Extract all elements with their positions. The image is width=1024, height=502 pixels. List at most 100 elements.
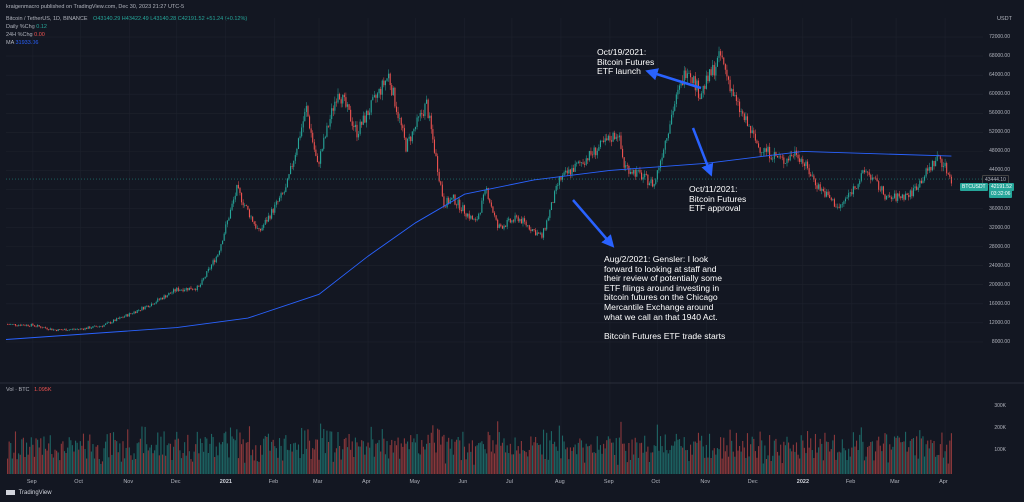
candle-body [109, 322, 111, 324]
volume-bar [912, 438, 915, 474]
candle-body [114, 319, 116, 321]
tradingview-logo[interactable]: TradingView [6, 490, 52, 496]
volume-bar [493, 453, 496, 474]
candle-body [351, 121, 353, 126]
volume-bar [144, 426, 146, 474]
candle-body [296, 148, 298, 156]
candle-body [511, 220, 513, 223]
volume-bar [228, 457, 230, 474]
candle-body [255, 223, 257, 229]
volume-bar [716, 448, 718, 474]
volume-bar [514, 437, 516, 474]
candle-body [614, 132, 616, 140]
volume-bar [554, 441, 556, 474]
volume-legend[interactable]: Vol · BTC 1.095K [6, 387, 52, 393]
volume-bar [29, 446, 31, 474]
volume-bar [569, 447, 571, 474]
volume-bar [37, 439, 39, 474]
volume-bar [859, 434, 861, 474]
candle-body [59, 329, 61, 330]
candle-body [536, 232, 538, 236]
candle-body [8, 324, 10, 325]
volume-bar [528, 449, 530, 474]
volume-bar [726, 445, 728, 474]
volume-bar [479, 442, 481, 474]
publisher-line: kraigenmacro published on TradingView.co… [6, 4, 185, 10]
candle-body [331, 108, 333, 120]
price-tick-label: 60000.00 [989, 91, 1010, 98]
volume-bar [884, 433, 886, 474]
candle-body [40, 326, 42, 328]
candle-body [27, 324, 29, 327]
candle-body [557, 185, 559, 186]
h24-chg-row[interactable]: 24H %Chg 0.00 [6, 32, 45, 38]
volume-tick-200k: 200K [994, 425, 1006, 431]
candle-body [125, 314, 127, 317]
candle-body [402, 125, 404, 129]
volume-bar [867, 447, 869, 474]
volume-bar [30, 437, 32, 474]
candle-body [127, 314, 129, 317]
candle-body [603, 140, 605, 142]
candle-body [280, 193, 282, 198]
volume-bar [909, 440, 911, 474]
volume-bar [538, 445, 540, 474]
candle-body [307, 106, 309, 117]
candle-body [98, 326, 100, 327]
candle-body [239, 188, 241, 193]
ma-row[interactable]: MA 31933.06 [6, 40, 38, 46]
candle-body [806, 161, 809, 169]
volume-bar [340, 459, 342, 474]
candle-body [933, 160, 935, 167]
volume-bar [255, 445, 257, 474]
candle-body [367, 110, 369, 116]
volume-bar [756, 457, 758, 474]
daily-chg-row[interactable]: Daily %Chg 0.12 [6, 24, 47, 30]
candle-body [56, 330, 58, 332]
volume-bar [580, 440, 583, 474]
candle-body [79, 328, 81, 330]
volume-bar [690, 444, 692, 474]
volume-bar [222, 441, 224, 474]
candle-body [587, 158, 589, 161]
candle-body [329, 119, 331, 127]
volume-bar [373, 456, 375, 474]
volume-bar [767, 455, 769, 474]
candle-body [713, 64, 715, 76]
volume-bar [601, 453, 603, 474]
volume-bar [582, 447, 584, 474]
candle-body [388, 73, 390, 79]
candle-body [25, 324, 28, 326]
volume-bar [923, 456, 926, 474]
symbol-title[interactable]: Bitcoin / TetherUS, 1D, BINANCE [6, 16, 88, 22]
volume-bar [343, 438, 345, 474]
volume-bar [655, 446, 657, 474]
symbol-line: Bitcoin / TetherUS, 1D, BINANCE O43140.2… [6, 16, 247, 22]
candle-body [516, 215, 518, 217]
candle-body [750, 125, 752, 134]
volume-bar [176, 431, 178, 474]
volume-bar [286, 449, 288, 474]
candle-body [505, 225, 507, 227]
volume-bar [693, 441, 695, 474]
candle-body [650, 179, 652, 184]
candle-body [863, 170, 866, 173]
candle-body [405, 137, 407, 152]
candle-body [410, 136, 412, 142]
volume-tick-300k: 300K [994, 403, 1006, 409]
volume-bar [604, 448, 606, 474]
candle-body [633, 169, 635, 174]
price-axis-unit[interactable]: USDT [997, 16, 1012, 22]
candle-body [422, 114, 424, 116]
candle-body [52, 329, 54, 331]
candle-body [639, 169, 641, 173]
candle-body [51, 328, 53, 331]
candle-body [690, 73, 692, 78]
candle-body [552, 202, 554, 203]
volume-bar [147, 450, 149, 474]
volume-bar [811, 450, 813, 474]
candle-body [762, 152, 764, 153]
candle-body [694, 76, 696, 91]
candle-body [89, 326, 91, 329]
